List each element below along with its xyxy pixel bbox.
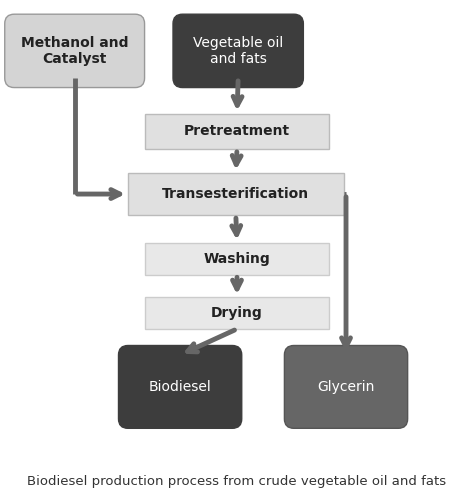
FancyBboxPatch shape — [128, 173, 344, 215]
Text: Methanol and
Catalyst: Methanol and Catalyst — [21, 36, 128, 66]
Text: Biodiesel: Biodiesel — [149, 380, 211, 394]
Text: Transesterification: Transesterification — [162, 187, 310, 201]
Text: Washing: Washing — [204, 251, 270, 266]
Text: Drying: Drying — [211, 306, 263, 320]
Text: Biodiesel production process from crude vegetable oil and fats: Biodiesel production process from crude … — [27, 475, 447, 488]
FancyBboxPatch shape — [145, 297, 329, 329]
FancyBboxPatch shape — [173, 14, 303, 88]
FancyBboxPatch shape — [284, 346, 408, 428]
FancyBboxPatch shape — [145, 243, 329, 275]
Text: Glycerin: Glycerin — [317, 380, 375, 394]
FancyBboxPatch shape — [118, 346, 242, 428]
Text: Vegetable oil
and fats: Vegetable oil and fats — [193, 36, 283, 66]
Text: Pretreatment: Pretreatment — [184, 124, 290, 139]
FancyBboxPatch shape — [5, 14, 145, 88]
FancyBboxPatch shape — [145, 113, 329, 149]
